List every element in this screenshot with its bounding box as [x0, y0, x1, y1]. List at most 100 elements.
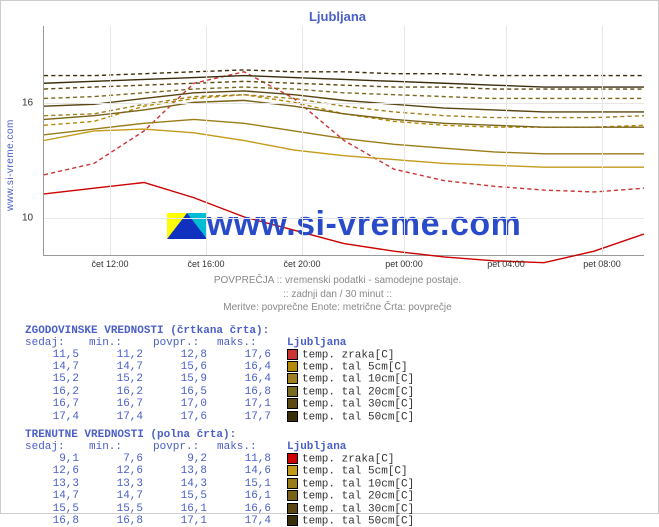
legend-label: temp. tal 50cm[C] — [302, 411, 414, 423]
legend-swatch — [287, 465, 298, 476]
legend-label: temp. tal 30cm[C] — [302, 399, 414, 411]
legend-swatch — [287, 515, 298, 526]
table-cell: 17,1 — [217, 398, 281, 410]
legend-entry: temp. tal 20cm[C] — [281, 386, 414, 398]
legend-label: temp. tal 20cm[C] — [302, 386, 414, 398]
legend-swatch — [287, 478, 298, 489]
legend-swatch — [287, 503, 298, 514]
legend-entry: temp. tal 10cm[C] — [281, 373, 414, 385]
table-cell: 17,4 — [217, 515, 281, 527]
table-cell: 16,1 — [153, 503, 217, 515]
col-header: povpr.: — [153, 441, 217, 453]
table-cell: 16,8 — [89, 515, 153, 527]
legend-swatch — [287, 490, 298, 501]
legend-label: temp. zraka[C] — [302, 453, 394, 465]
sub-caption: POVPREČJA :: vremenski podatki - samodej… — [25, 274, 650, 315]
legend-entry: temp. tal 50cm[C] — [281, 411, 414, 423]
legend-label: temp. tal 10cm[C] — [302, 478, 414, 490]
x-tick-label: čet 20:00 — [283, 259, 320, 269]
legend-swatch — [287, 386, 298, 397]
chart-area: www.si-vreme.com 1016čet 12:00čet 16:00č… — [43, 26, 644, 256]
legend-label: temp. tal 30cm[C] — [302, 503, 414, 515]
table-cell: 17,7 — [217, 411, 281, 423]
chart-container: www.si-vreme.com Ljubljana www.si-vreme.… — [0, 0, 659, 514]
chart-title: Ljubljana — [25, 9, 650, 24]
table-cell: 16,7 — [25, 398, 89, 410]
table-cell: 15,9 — [153, 373, 217, 385]
table-cell: 17,6 — [217, 349, 281, 361]
col-header: min.: — [89, 441, 153, 453]
x-tick-label: pet 00:00 — [385, 259, 423, 269]
subcap-3: Meritve: povprečne Enote: metrične Črta:… — [25, 301, 650, 315]
x-tick-label: pet 08:00 — [583, 259, 621, 269]
table-cell: 15,5 — [153, 490, 217, 502]
legend-entry: temp. tal 50cm[C] — [281, 515, 414, 527]
series-cur_tal10 — [44, 119, 644, 153]
legend-label: temp. tal 5cm[C] — [302, 361, 408, 373]
table-cell: 16,2 — [25, 386, 89, 398]
table-row: 16,216,216,516,8temp. tal 20cm[C] — [25, 386, 650, 398]
table-cell: 12,6 — [25, 465, 89, 477]
legend-entry: temp. tal 20cm[C] — [281, 490, 414, 502]
series-cur_tal20 — [44, 100, 644, 127]
table-cell: 7,6 — [89, 453, 153, 465]
data-tables: ZGODOVINSKE VREDNOSTI (črtkana črta):sed… — [25, 325, 650, 527]
table-cell: 16,2 — [89, 386, 153, 398]
table-row: 16,816,817,117,4temp. tal 50cm[C] — [25, 515, 650, 527]
table-cell: 16,4 — [217, 361, 281, 373]
table-cell: 11,8 — [217, 453, 281, 465]
legend-label: temp. tal 50cm[C] — [302, 515, 414, 527]
legend-label: temp. tal 10cm[C] — [302, 374, 414, 386]
legend-label: temp. tal 5cm[C] — [302, 466, 408, 478]
table-row: 14,714,715,616,4temp. tal 5cm[C] — [25, 361, 650, 373]
section-header: TRENUTNE VREDNOSTI (polna črta): — [25, 429, 650, 441]
table-cell: 16,7 — [89, 398, 153, 410]
table-cell: 15,2 — [25, 373, 89, 385]
table-cell: 11,5 — [25, 349, 89, 361]
y-tick-label: 10 — [22, 212, 33, 223]
table-cell: 15,6 — [153, 361, 217, 373]
table-cell: 16,6 — [217, 503, 281, 515]
col-header: maks.: — [217, 441, 281, 453]
table-cell: 15,1 — [217, 478, 281, 490]
table-cell: 11,2 — [89, 349, 153, 361]
table-cell: 14,7 — [25, 490, 89, 502]
x-tick-label: čet 16:00 — [187, 259, 224, 269]
table-cell: 12,6 — [89, 465, 153, 477]
table-cell: 17,0 — [153, 398, 217, 410]
table-cell: 17,6 — [153, 411, 217, 423]
chart-svg — [44, 26, 644, 255]
col-header: min.: — [89, 337, 153, 349]
col-header: maks.: — [217, 337, 281, 349]
table-cell: 16,5 — [153, 386, 217, 398]
legend-entry: temp. zraka[C] — [281, 349, 394, 361]
table-cell: 13,3 — [25, 478, 89, 490]
legend-entry: temp. tal 30cm[C] — [281, 503, 414, 515]
series-cur_zrak — [44, 183, 644, 263]
col-header: povpr.: — [153, 337, 217, 349]
series-hist_tal50 — [44, 70, 644, 76]
legend-label: temp. zraka[C] — [302, 349, 394, 361]
table-cell: 14,6 — [217, 465, 281, 477]
table-cell: 13,3 — [89, 478, 153, 490]
legend-entry: temp. zraka[C] — [281, 453, 394, 465]
legend-swatch — [287, 361, 298, 372]
table-cell: 15,2 — [89, 373, 153, 385]
legend-swatch — [287, 453, 298, 464]
site-label: www.si-vreme.com — [5, 119, 16, 211]
x-tick-label: pet 04:00 — [487, 259, 525, 269]
table-row: 9,17,69,211,8temp. zraka[C] — [25, 453, 650, 465]
table-row: 14,714,715,516,1temp. tal 20cm[C] — [25, 490, 650, 502]
subcap-1: POVPREČJA :: vremenski podatki - samodej… — [25, 274, 650, 288]
legend-swatch — [287, 398, 298, 409]
col-header: sedaj: — [25, 441, 89, 453]
legend-location: Ljubljana — [281, 337, 346, 349]
table-cell: 16,4 — [217, 373, 281, 385]
legend-entry: temp. tal 5cm[C] — [281, 465, 408, 477]
series-hist_tal30 — [44, 81, 644, 89]
table-cell: 16,1 — [217, 490, 281, 502]
table-row: 17,417,417,617,7temp. tal 50cm[C] — [25, 411, 650, 423]
table-cell: 14,7 — [89, 490, 153, 502]
table-cell: 17,1 — [153, 515, 217, 527]
table-cell: 17,4 — [25, 411, 89, 423]
